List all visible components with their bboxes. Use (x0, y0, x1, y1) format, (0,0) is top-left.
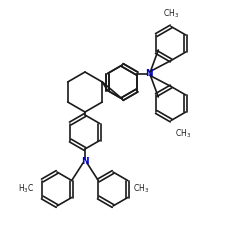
Text: CH$_3$: CH$_3$ (163, 7, 179, 20)
Text: H$_3$C: H$_3$C (18, 183, 34, 195)
Text: N: N (81, 156, 89, 166)
Text: N: N (145, 69, 153, 78)
Text: CH$_3$: CH$_3$ (175, 128, 191, 140)
Text: CH$_3$: CH$_3$ (133, 183, 149, 195)
